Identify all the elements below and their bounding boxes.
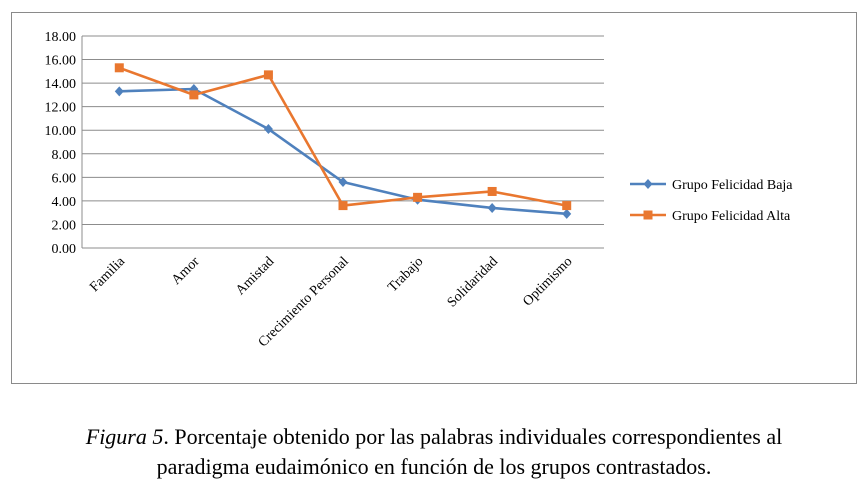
data-point-square xyxy=(189,90,199,100)
data-point-diamond xyxy=(338,177,348,188)
legend-label: Grupo Felicidad Alta xyxy=(672,209,791,224)
data-point-diamond xyxy=(487,202,497,213)
figure-caption: Figura 5. Porcentaje obtenido por las pa… xyxy=(0,422,868,482)
series-lines xyxy=(114,63,572,219)
x-tick-label: Optimismo xyxy=(520,254,575,309)
x-tick-label: Amistad xyxy=(233,254,277,298)
data-point-square xyxy=(114,63,124,73)
x-tick-label: Amor xyxy=(169,254,203,288)
data-point-square xyxy=(263,70,273,80)
legend: Grupo Felicidad Baja Grupo Felicidad Alta xyxy=(630,178,793,224)
chart-frame: 0.00 2.00 4.00 6.00 8.00 10.00 12.00 14.00 16.00… xyxy=(11,12,857,384)
legend-label: Grupo Felicidad Baja xyxy=(672,178,793,193)
figure-label: Figura 5 xyxy=(85,424,164,449)
x-tick-label: Solidaridad xyxy=(445,254,501,310)
caption-line-1: Figura 5. Porcentaje obtenido por las pa… xyxy=(0,422,868,452)
y-tick-label: 18.00 xyxy=(45,30,77,45)
data-point-square xyxy=(413,192,423,202)
y-tick-label: 2.00 xyxy=(52,218,77,233)
y-tick-label: 4.00 xyxy=(52,195,77,210)
data-point-diamond xyxy=(562,208,572,219)
y-axis-ticks: 0.00 2.00 4.00 6.00 8.00 10.00 12.00 14.00 16.00… xyxy=(45,30,77,257)
legend-marker-diamond xyxy=(643,179,653,189)
y-tick-label: 6.00 xyxy=(52,171,77,186)
series-line xyxy=(119,87,567,216)
x-tick-label: Trabajo xyxy=(385,254,426,295)
y-tick-label: 10.00 xyxy=(45,124,77,139)
data-point-square xyxy=(562,201,572,211)
caption-text: . Porcentaje obtenido por las palabras i… xyxy=(163,424,783,449)
data-point-diamond xyxy=(263,124,273,135)
data-point-diamond xyxy=(114,86,124,97)
y-tick-label: 12.00 xyxy=(45,101,77,116)
y-tick-label: 8.00 xyxy=(52,148,77,163)
y-tick-label: 16.00 xyxy=(45,54,77,69)
caption-line-2: paradigma eudaimónico en función de los … xyxy=(156,454,712,479)
data-point-square xyxy=(338,201,348,211)
gridlines xyxy=(81,35,604,249)
line-chart: 0.00 2.00 4.00 6.00 8.00 10.00 12.00 14.00 16.00… xyxy=(45,30,794,351)
x-tick-label: Familia xyxy=(87,254,128,295)
y-tick-label: 14.00 xyxy=(45,77,77,92)
y-tick-label: 0.00 xyxy=(52,242,77,257)
legend-marker-square xyxy=(643,210,653,220)
data-point-square xyxy=(487,186,497,196)
